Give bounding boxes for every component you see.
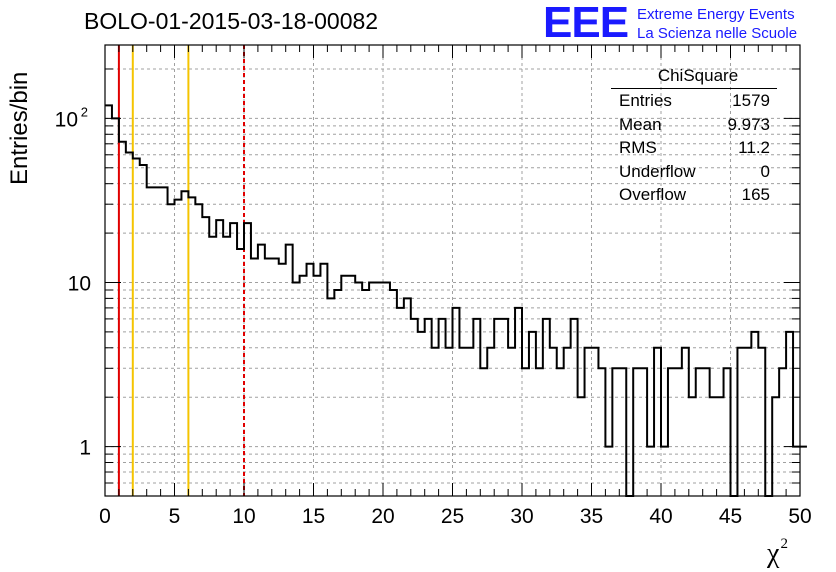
- stats-label: Underflow: [619, 161, 696, 181]
- y-tick-label: 10: [55, 108, 78, 131]
- x-tick-label: 5: [169, 505, 181, 528]
- x-tick-label: 0: [99, 505, 111, 528]
- stats-row-rms: RMS 11.2: [611, 136, 777, 160]
- stats-row-underflow: Underflow 0: [611, 160, 777, 184]
- stats-row-overflow: Overflow 165: [611, 183, 777, 207]
- y-tick-label: 10: [68, 272, 91, 295]
- x-axis-label: χ2: [767, 536, 788, 570]
- x-tick-label: 45: [719, 505, 742, 528]
- stats-label: Entries: [619, 91, 672, 110]
- logo-text-line2: La Scienza nelle Scuole: [637, 25, 798, 42]
- x-axis-label-symbol: χ: [767, 538, 780, 569]
- x-tick-label: 20: [371, 505, 394, 528]
- x-tick-label: 15: [302, 505, 325, 528]
- stats-value: 0: [760, 161, 770, 181]
- x-tick-label: 40: [649, 505, 672, 528]
- stats-label: Mean: [619, 114, 662, 134]
- y-tick-label: 1: [79, 437, 91, 460]
- x-tick-label: 30: [510, 505, 533, 528]
- stats-row-entries: Entries 1579: [611, 89, 777, 113]
- stats-value: 1579: [732, 91, 770, 110]
- stats-row-mean: Mean 9.973: [611, 113, 777, 137]
- stats-value: 11.2: [738, 138, 770, 157]
- x-tick-label: 50: [788, 505, 811, 528]
- stats-box: ChiSquare Entries 1579 Mean 9.973 RMS 11.2 …: [611, 66, 777, 207]
- logo-text-line1: Extreme Energy Events: [637, 6, 795, 23]
- stats-label: RMS: [619, 138, 657, 157]
- y-axis-label: Entries/bin: [6, 71, 33, 185]
- y-tick-label-exponent: 2: [81, 104, 88, 119]
- x-axis-label-superscript: 2: [780, 536, 788, 552]
- stats-value: 9.973: [727, 114, 770, 134]
- stats-title: ChiSquare: [611, 66, 777, 89]
- stats-label: Overflow: [619, 185, 687, 204]
- histogram-outline: [105, 104, 807, 497]
- x-tick-label: 10: [232, 505, 255, 528]
- x-tick-label: 25: [441, 505, 464, 528]
- eee-logo: EEE: [543, 0, 629, 47]
- stats-value: 165: [741, 185, 770, 204]
- x-tick-label: 35: [580, 505, 603, 528]
- chart-title: BOLO-01-2015-03-18-00082: [84, 8, 379, 34]
